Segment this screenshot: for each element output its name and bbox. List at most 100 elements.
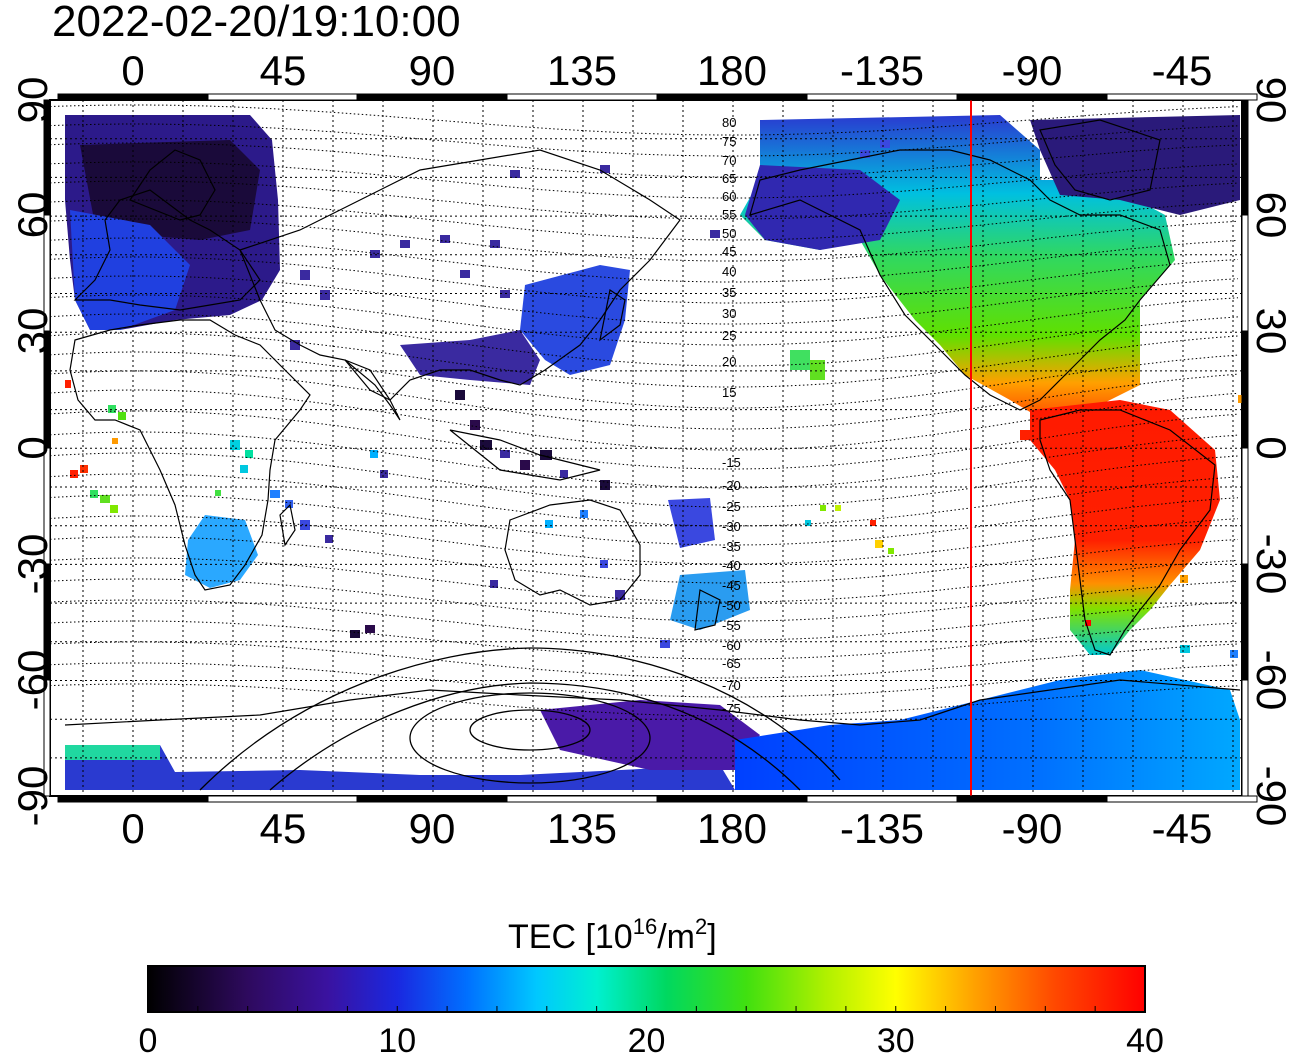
axis-bar-top bbox=[956, 93, 1108, 101]
coastline-antarctica bbox=[64, 679, 1241, 726]
longitude-ticks-bottom: 0 45 90 135 180 -135 -90 -45 bbox=[121, 805, 1212, 852]
contour-label: -25 bbox=[722, 499, 741, 514]
lon-tick-label-bottom: 135 bbox=[547, 805, 617, 852]
axis-bar-right bbox=[1241, 330, 1249, 449]
magnetic-contour bbox=[50, 256, 1239, 304]
magnetic-contour bbox=[50, 332, 1239, 388]
lon-tick-label-bottom: 45 bbox=[260, 805, 307, 852]
contour-label: -65 bbox=[722, 656, 741, 671]
lat-tick-label-left: 60 bbox=[9, 192, 56, 239]
lon-tick-label-bottom: -90 bbox=[1002, 805, 1063, 852]
tec-region-nz-north bbox=[668, 498, 715, 548]
contour-label: 35 bbox=[722, 285, 736, 300]
axis-bar-bottom bbox=[356, 795, 508, 803]
axis-bar-right bbox=[1241, 214, 1249, 332]
colorbar-tick-label: 40 bbox=[1126, 1022, 1164, 1057]
coastlines bbox=[64, 119, 1241, 726]
colorbar bbox=[147, 965, 1146, 1013]
contour-labels: 80 75 70 65 60 55 50 45 40 35 30 25 20 15 -15 -20 -25 -30… bbox=[722, 115, 741, 716]
lat-tick-label-right: 60 bbox=[1248, 192, 1294, 239]
contour-label: -45 bbox=[722, 578, 741, 593]
magnetic-contour bbox=[50, 431, 1239, 489]
coastline-japan bbox=[599, 289, 626, 342]
south-pole-contours bbox=[199, 647, 841, 791]
coastline-new-zealand bbox=[694, 589, 721, 631]
pole-contour-outer bbox=[269, 682, 801, 791]
magnetic-contour bbox=[50, 294, 1239, 346]
coastline-india bbox=[344, 359, 401, 421]
colorbar-tick-label: 0 bbox=[139, 1022, 158, 1057]
axis-bar-top bbox=[656, 93, 808, 101]
magnetic-contour bbox=[50, 536, 1239, 584]
axis-bar-right bbox=[1241, 447, 1249, 565]
magnetic-contour bbox=[50, 641, 1239, 679]
axis-bar-bottom bbox=[806, 795, 958, 803]
latitude-ticks-left: 90 60 30 0 -30 -60 -90 bbox=[9, 77, 56, 827]
magnetic-contour bbox=[50, 515, 1239, 565]
magnetic-contour bbox=[50, 452, 1239, 508]
axis-bar-right bbox=[1241, 563, 1249, 681]
contour-label: 15 bbox=[722, 385, 736, 400]
contour-label: 80 bbox=[722, 115, 736, 130]
lat-tick-label-left: 30 bbox=[9, 308, 56, 355]
lon-tick-label-bottom: 180 bbox=[697, 805, 767, 852]
coastline-asia bbox=[239, 149, 681, 401]
colorbar-title-close: ] bbox=[707, 918, 716, 956]
contour-label: 70 bbox=[722, 153, 736, 168]
coastline-greenland bbox=[1039, 119, 1161, 201]
axis-bar-top bbox=[356, 93, 508, 101]
lat-tick-label-right: 0 bbox=[1248, 436, 1294, 459]
lon-tick-label-bottom: -45 bbox=[1152, 805, 1213, 852]
tec-region-alaska bbox=[745, 165, 900, 250]
axis-bar-left bbox=[43, 679, 51, 797]
tec-scatter-pixels bbox=[65, 140, 1242, 658]
axis-bar-bottom bbox=[506, 795, 658, 803]
contour-label: 65 bbox=[722, 171, 736, 186]
axis-bar-bottom bbox=[656, 795, 808, 803]
lat-tick-label-right: 90 bbox=[1248, 77, 1294, 124]
lon-tick-label-top: 0 bbox=[121, 47, 144, 94]
contour-label: 30 bbox=[722, 306, 736, 321]
axis-bar-top bbox=[57, 93, 209, 101]
lon-tick-label-top: 90 bbox=[409, 47, 456, 94]
contour-label: -70 bbox=[722, 678, 741, 693]
tec-region-south-america bbox=[1030, 400, 1220, 655]
magnetic-contour bbox=[50, 410, 1239, 470]
lat-tick-label-right: 30 bbox=[1248, 308, 1294, 355]
axis-bar-bottom bbox=[1106, 795, 1258, 803]
magnetic-contour bbox=[50, 199, 1239, 241]
colorbar-ticks bbox=[147, 1006, 1146, 1012]
magnetic-contour bbox=[50, 218, 1239, 262]
tec-region-antarctic-east bbox=[65, 745, 735, 790]
lon-tick-label-bottom: -135 bbox=[840, 805, 924, 852]
colorbar-tick-label: 20 bbox=[628, 1022, 666, 1057]
lon-tick-label-top: 180 bbox=[697, 47, 767, 94]
pole-contour-outer2 bbox=[199, 647, 841, 791]
lat-tick-label-left: 0 bbox=[9, 436, 56, 459]
contour-label: -50 bbox=[722, 598, 741, 613]
magnetic-contour bbox=[50, 620, 1239, 660]
axis-bar-bottom bbox=[956, 795, 1108, 803]
colorbar-title-unit: /m bbox=[657, 918, 695, 956]
magnetic-contour bbox=[50, 557, 1239, 603]
pole-contour-mid bbox=[409, 692, 651, 784]
contour-label: 20 bbox=[722, 354, 736, 369]
timestamp-title: 2022-02-20/19:10:00 bbox=[52, 0, 461, 46]
lon-tick-label-top: 45 bbox=[260, 47, 307, 94]
lon-tick-label-bottom: 0 bbox=[121, 805, 144, 852]
lon-tick-label-bottom: 90 bbox=[409, 805, 456, 852]
lon-tick-label-top: -135 bbox=[840, 47, 924, 94]
colorbar-title: TEC [1016/m2] bbox=[508, 914, 717, 956]
axis-bar-top bbox=[207, 93, 359, 101]
contour-label: -35 bbox=[722, 539, 741, 554]
lon-tick-label-top: 135 bbox=[547, 47, 617, 94]
colorbar-tick-label: 30 bbox=[877, 1022, 915, 1057]
coastline-australia bbox=[504, 499, 641, 606]
colorbar-tick-label: 10 bbox=[378, 1022, 416, 1057]
magnetic-contour bbox=[50, 578, 1239, 622]
magnetic-contour bbox=[50, 351, 1239, 409]
contour-label: 55 bbox=[722, 207, 736, 222]
magnetic-contour bbox=[50, 313, 1239, 367]
contour-label: -55 bbox=[722, 618, 741, 633]
